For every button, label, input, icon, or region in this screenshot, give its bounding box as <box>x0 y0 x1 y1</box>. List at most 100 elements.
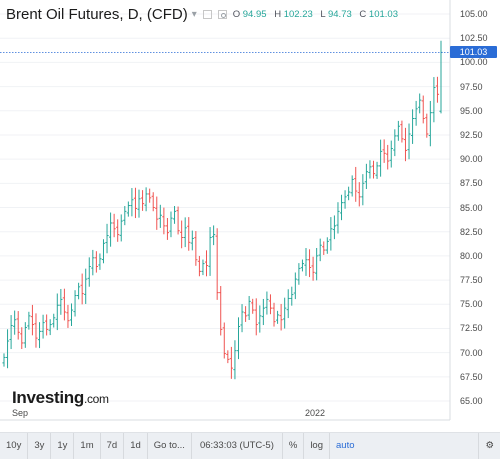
ohlc-bar <box>130 188 134 217</box>
gear-icon[interactable]: ⚙ <box>478 433 500 459</box>
price-grid <box>0 13 450 402</box>
ohlc-low-label: L <box>320 8 326 20</box>
ohlc-bar <box>254 298 258 336</box>
hide-indicator-icon[interactable] <box>202 9 212 19</box>
ohlc-bar <box>30 304 35 336</box>
price-tick-label: 105.00 <box>460 9 488 19</box>
ohlc-bar <box>140 190 145 211</box>
ohlc-bar <box>272 302 276 327</box>
ohlc-close-label: C <box>359 8 367 20</box>
price-tick-label: 87.50 <box>460 178 483 189</box>
ohlc-bar <box>428 100 432 147</box>
ohlc-bar <box>151 192 155 212</box>
auto-toggle[interactable]: auto <box>336 440 355 451</box>
ohlc-bar <box>9 315 13 350</box>
ohlc-bar <box>208 227 212 276</box>
ohlc-low-value: 94.73 <box>327 8 352 20</box>
ohlc-bar <box>27 311 31 330</box>
ohlc-bar <box>332 215 337 240</box>
ohlc-bar <box>62 288 66 321</box>
range-1m-button[interactable]: 1m <box>74 433 101 459</box>
ohlc-bar <box>382 139 386 163</box>
symbol-title[interactable]: Brent Oil Futures, D, (CFD) <box>6 5 188 23</box>
ohlc-bar <box>293 272 297 300</box>
ohlc-high-label: H <box>274 8 282 20</box>
price-tick-label: 95.00 <box>460 105 483 116</box>
ohlc-bar <box>112 213 116 238</box>
ohlc-bar <box>279 303 283 331</box>
ohlc-bar <box>421 95 425 124</box>
ohlc-bar <box>84 268 88 304</box>
ohlc-bar <box>375 161 379 179</box>
range-1d-button[interactable]: 1d <box>124 433 148 459</box>
range-3y-button[interactable]: 3y <box>28 433 52 459</box>
ohlc-bar <box>187 217 191 251</box>
ohlc-close-value: 101.03 <box>368 8 398 20</box>
ohlc-bar <box>243 306 248 322</box>
price-tick-label: 75.00 <box>460 299 483 310</box>
settings-small-icon[interactable] <box>217 9 227 19</box>
price-tick-label: 67.50 <box>460 371 483 382</box>
ohlc-bar <box>116 219 120 242</box>
ohlc-bar <box>108 212 113 247</box>
ohlc-bar <box>52 313 56 328</box>
ohlc-open-value: 94.95 <box>242 8 267 20</box>
logo-suffix: .com <box>83 392 109 406</box>
ohlc-bar <box>368 160 372 179</box>
ohlc-bar <box>55 293 59 331</box>
ohlc-bar <box>389 140 393 168</box>
ohlc-bar <box>212 225 216 246</box>
ohlc-bar <box>286 289 290 319</box>
time-label-sep: Sep <box>12 408 29 418</box>
ohlc-bar <box>339 194 344 221</box>
ohlc-bar <box>403 127 408 162</box>
price-tick-label: 85.00 <box>460 202 483 213</box>
price-tick-label: 70.00 <box>460 347 483 358</box>
ohlc-bar <box>165 217 170 240</box>
ohlc-bar <box>20 327 24 350</box>
log-toggle[interactable]: log <box>304 433 330 459</box>
range-1y-button[interactable]: 1y <box>51 433 75 459</box>
goto-button[interactable]: Go to... <box>148 433 192 459</box>
ohlc-bar <box>435 76 440 103</box>
chevron-down-icon[interactable]: ▾ <box>191 8 197 20</box>
ohlc-bar <box>336 202 340 234</box>
price-tick-label: 92.50 <box>460 129 483 140</box>
ohlc-bar <box>261 298 265 326</box>
ohlc-bar <box>16 311 20 340</box>
ohlc-bar <box>126 201 130 217</box>
price-tick-label: 102.50 <box>460 33 488 44</box>
ohlc-bar <box>425 113 429 138</box>
price-chart[interactable] <box>0 0 500 432</box>
chart-header: Brent Oil Futures, D, (CFD) ▾ O 94.95 H … <box>0 4 403 24</box>
ohlc-bar <box>329 217 333 251</box>
range-10y-button[interactable]: 10y <box>0 433 29 459</box>
ohlc-bar <box>247 296 251 320</box>
ohlc-bar <box>407 123 411 160</box>
current-price-badge: 101.03 <box>450 46 497 59</box>
bottom-toolbar: 10y 3y 1y 1m 7d 1d Go to... 06:33:03 (UT… <box>0 432 500 459</box>
ohlc-bar <box>101 239 106 264</box>
ohlc-bar <box>236 317 241 360</box>
ohlc-bar <box>432 77 436 123</box>
ohlc-bar <box>258 305 262 333</box>
price-tick-label: 72.50 <box>460 323 483 334</box>
ohlc-bar <box>158 204 162 228</box>
time-readout[interactable]: 06:33:03 (UTC-5) <box>192 433 283 459</box>
ohlc-bar <box>69 303 74 326</box>
range-7d-button[interactable]: 7d <box>101 433 125 459</box>
ohlc-bar <box>183 217 187 248</box>
ohlc-bar <box>393 129 397 157</box>
investing-logo: Investing.com <box>12 388 109 408</box>
price-tick-label: 97.50 <box>460 81 483 92</box>
price-tick-label: 82.50 <box>460 226 483 237</box>
ohlc-readout: O 94.95 H 102.23 L 94.73 C 101.03 <box>233 9 403 20</box>
ohlc-bar <box>169 211 173 238</box>
percent-toggle[interactable]: % <box>283 433 305 459</box>
time-label-2022: 2022 <box>305 408 326 418</box>
ohlc-bar <box>190 230 194 251</box>
ohlc-bar <box>2 353 6 367</box>
price-tick-label: 100.00 <box>460 57 488 68</box>
ohlc-bar <box>311 256 315 281</box>
ohlc-bar <box>322 241 326 255</box>
